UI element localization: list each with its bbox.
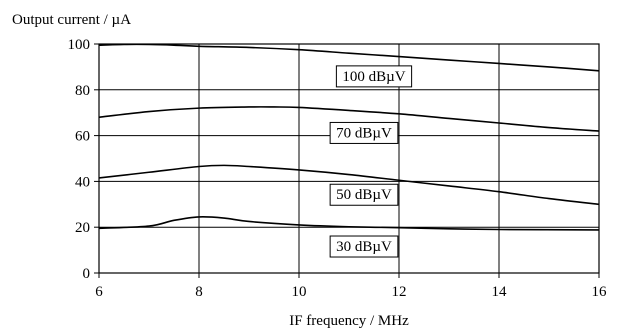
ticks: 6 8 10 12 14 16 0 20 40 60 80 100 [68,37,608,300]
series-label-box [329,235,399,258]
y-tick-label: 40 [75,174,90,190]
series-label: 30 dBµV [329,235,399,258]
series-line [98,106,600,132]
series-label-box [335,65,413,88]
axes [98,43,600,274]
series-line [98,216,600,231]
x-tick-label: 10 [292,284,307,300]
series-label-text: 50 dBµV [336,187,392,203]
x-axis-label: IF frequency / MHz [289,313,409,329]
y-tick-label: 80 [75,83,90,99]
series-label-box [329,121,399,144]
series-line [98,164,600,206]
series-label-text: 100 dBµV [342,69,405,85]
series-label: 100 dBµV [335,65,413,88]
y-axis-label: Output current / µA [12,12,131,28]
x-tick-label: 12 [392,284,407,300]
x-tick-label: 14 [492,284,508,300]
series-label: 70 dBµV [329,121,399,144]
y-tick-label: 20 [75,220,90,236]
series-line [98,43,600,72]
x-tick-label: 8 [195,284,203,300]
y-tick-label: 60 [75,129,90,145]
y-tick-label: 0 [83,266,91,282]
series-label-text: 70 dBµV [336,125,392,141]
series-label-box [329,183,399,206]
x-tick-label: 6 [95,284,103,300]
plot-frame [98,43,600,274]
series-lines [98,43,600,231]
series-label: 50 dBµV [329,183,399,206]
series-labels: 100 dBµV 70 dBµV 50 dBµV 30 dBµV [329,65,413,258]
x-tick-label: 16 [592,284,608,300]
series-label-text: 30 dBµV [336,239,392,255]
y-tick-label: 100 [68,37,91,53]
